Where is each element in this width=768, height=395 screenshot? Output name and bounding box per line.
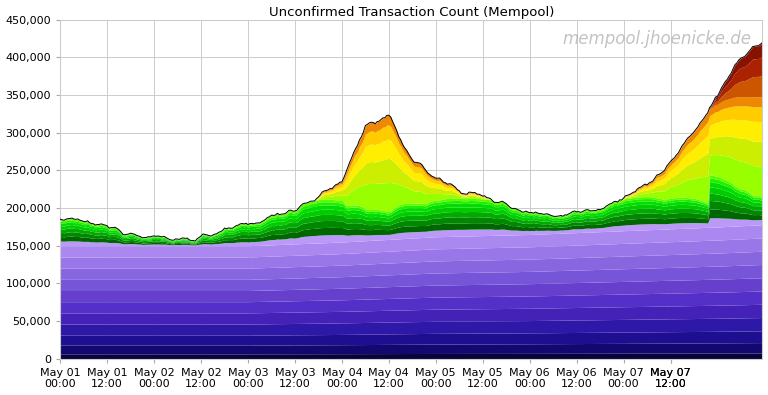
Text: mempool.jhoenicke.de: mempool.jhoenicke.de: [563, 30, 752, 48]
Title: Unconfirmed Transaction Count (Mempool): Unconfirmed Transaction Count (Mempool): [269, 6, 554, 19]
